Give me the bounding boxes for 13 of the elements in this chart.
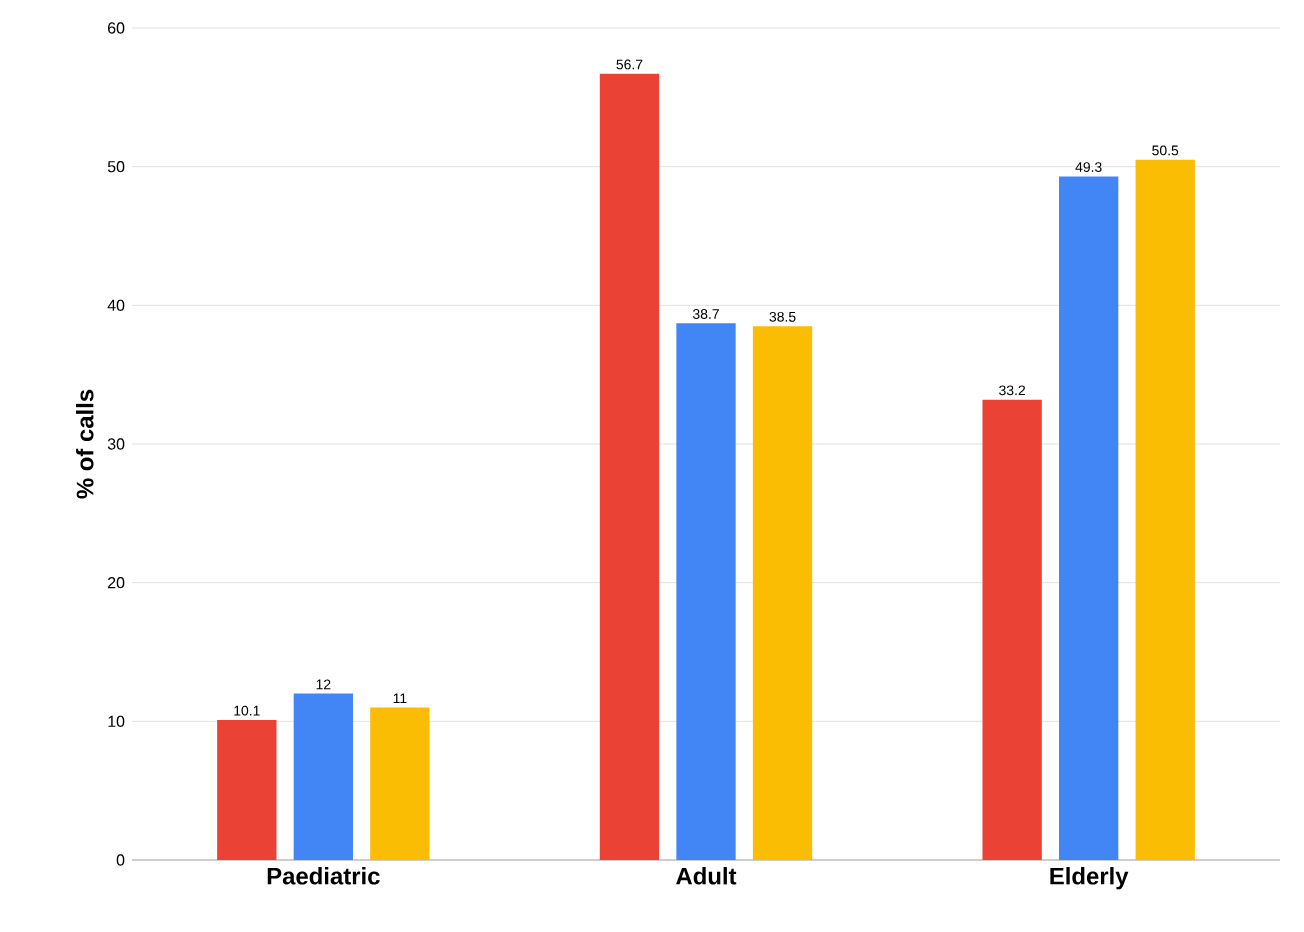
y-axis-title: % of calls <box>76 389 94 499</box>
bar <box>599 73 660 860</box>
x-tick-label: Paediatric <box>267 867 380 885</box>
bar <box>1059 176 1119 860</box>
bar <box>1135 159 1195 860</box>
bar <box>982 399 1042 860</box>
x-tick-label: Elderly <box>1050 867 1129 890</box>
bar <box>370 707 430 860</box>
bar <box>293 693 353 860</box>
bar <box>752 326 813 860</box>
x-tick-label: Adult <box>676 867 737 885</box>
bar <box>217 719 277 860</box>
bar <box>676 323 736 860</box>
